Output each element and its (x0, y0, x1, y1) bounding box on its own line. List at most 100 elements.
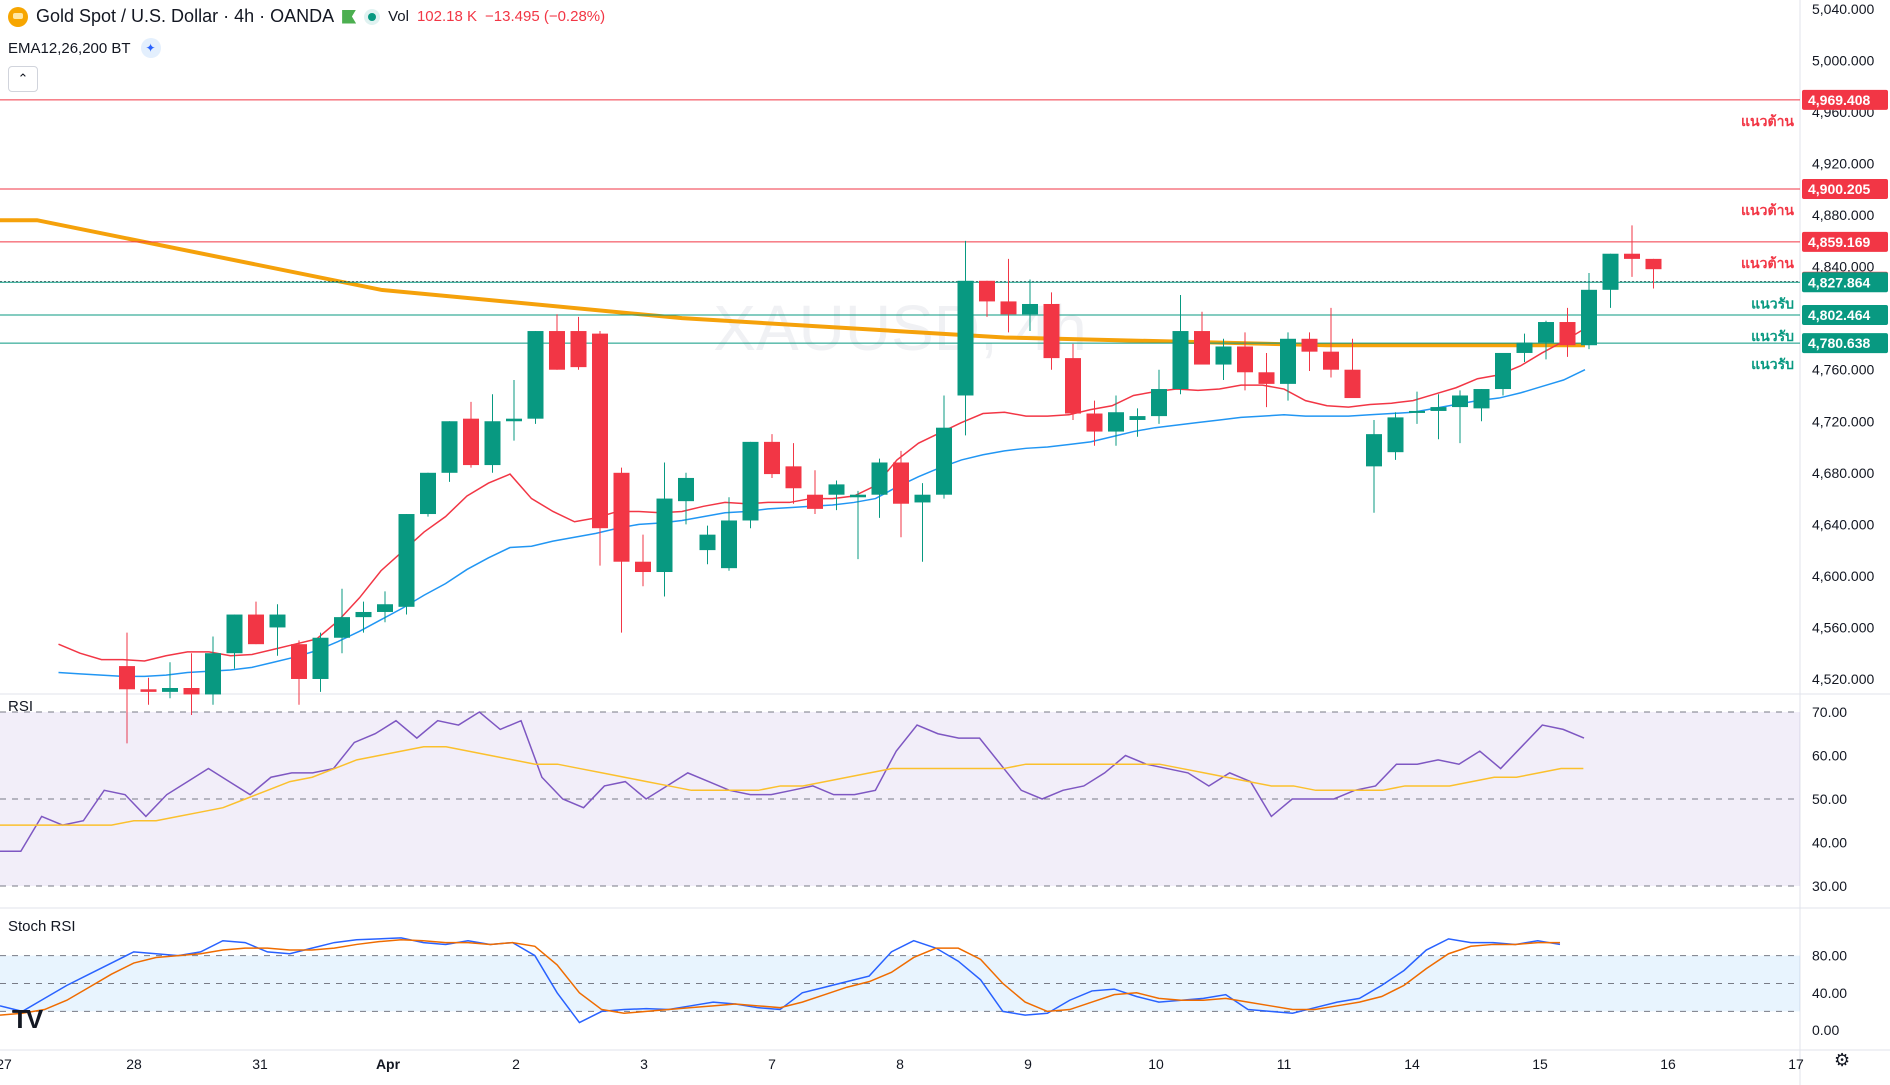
candle-body (592, 333, 608, 529)
candle-body (463, 418, 479, 466)
symbol-title[interactable]: Gold Spot / U.S. Dollar · 4h · OANDA (36, 6, 335, 26)
candle-body (656, 498, 673, 573)
candle-body (1108, 412, 1124, 432)
rsi-tick-label: 50.00 (1812, 791, 1847, 807)
time-tick-label: 17 (1788, 1056, 1804, 1072)
time-tick-label: 8 (896, 1056, 904, 1072)
candle-body (678, 477, 694, 502)
market-status-icon (364, 8, 381, 25)
stoch-tick-label: 80.00 (1812, 948, 1847, 964)
stoch-d-line (0, 939, 1560, 1016)
candle-body (119, 666, 135, 690)
level-tag-label: แนวต้าน (1741, 202, 1794, 218)
candle-body (377, 604, 393, 612)
level-tag-label: แนวต้าน (1741, 113, 1794, 129)
candle-body (549, 331, 565, 370)
candle-body (742, 441, 759, 521)
time-tick-label: 7 (768, 1056, 776, 1072)
indicator-settings-icon[interactable]: ✦ (140, 38, 161, 58)
candle-body (398, 514, 415, 607)
indicator-legend[interactable]: EMA12,26,200 BT ✦ (8, 38, 161, 58)
rsi-ma-line (0, 746, 1584, 826)
candle-body (1065, 358, 1081, 414)
candle-body (291, 644, 307, 679)
settings-gear-icon[interactable]: ⚙ (1834, 1050, 1851, 1070)
level-price-badge (1802, 179, 1888, 200)
candle-body (183, 688, 200, 695)
stoch-tick-label: 40.00 (1812, 985, 1847, 1001)
candle-body (248, 614, 264, 645)
price-tick-label: 4,560.000 (1812, 619, 1874, 635)
candle-body (162, 688, 178, 692)
time-tick-label: 10 (1148, 1056, 1164, 1072)
level-price-label: 4,900.205 (1808, 181, 1870, 197)
candle-body (1237, 346, 1253, 373)
candle-body (527, 331, 544, 419)
candle-body (420, 472, 436, 515)
level-tag-label: แนวรับ (1751, 328, 1794, 344)
price-change: −13.495 (−0.28%) (485, 8, 606, 25)
time-tick-label: 16 (1660, 1056, 1676, 1072)
stoch-tick-label: 0.00 (1812, 1022, 1839, 1038)
candle-body (979, 280, 995, 302)
candle-body (1043, 303, 1060, 359)
collapse-legend-button[interactable]: ⌃ (8, 66, 38, 92)
time-tick-label: 14 (1404, 1056, 1420, 1072)
candle-body (1151, 389, 1167, 417)
candle-body (1645, 258, 1662, 270)
candle-body (785, 466, 802, 489)
candle-body (1581, 289, 1597, 346)
level-price-badge (1802, 272, 1888, 293)
candle-body (1495, 352, 1511, 390)
candle-body (807, 494, 823, 509)
candle-body (1538, 322, 1554, 343)
candle-body (1366, 434, 1382, 467)
candle-body (936, 427, 952, 495)
candle-body (355, 611, 372, 618)
stoch-pane-label: Stoch RSI (8, 918, 76, 935)
candle-body (957, 280, 974, 396)
candle-body (721, 520, 737, 569)
candle-body (635, 561, 651, 573)
candle-body (1086, 413, 1103, 432)
time-tick-label: Apr (376, 1056, 401, 1072)
price-tick-label: 4,520.000 (1812, 671, 1874, 687)
price-tick-label: 4,640.000 (1812, 516, 1874, 532)
indicator-name[interactable]: EMA12,26,200 BT (8, 39, 131, 57)
gold-coin-icon (8, 6, 28, 27)
level-price-badge (1802, 89, 1888, 110)
candle-body (893, 462, 909, 504)
time-tick-label: 15 (1532, 1056, 1548, 1072)
candle-body (699, 534, 716, 551)
candle-body (1387, 417, 1404, 453)
market-flag-icon (342, 9, 357, 24)
time-tick-label: 28 (126, 1056, 142, 1072)
candle-body (506, 418, 522, 422)
candle-body (441, 421, 458, 473)
level-price-badge (1802, 231, 1888, 252)
tradingview-logo[interactable]: TV (12, 1004, 43, 1034)
candle-body (871, 462, 888, 495)
candle-body (1301, 338, 1318, 352)
level-price-label: 4,827.864 (1808, 274, 1870, 290)
rsi-tick-label: 70.00 (1812, 704, 1847, 720)
price-tick-label: 4,680.000 (1812, 465, 1874, 481)
ema200-line (0, 218, 1585, 348)
candle-body (1172, 331, 1189, 390)
chevron-up-icon: ⌃ (17, 71, 29, 86)
price-tick-label: 4,880.000 (1812, 207, 1874, 223)
candle-body (1280, 338, 1296, 384)
time-tick-label: 27 (0, 1056, 12, 1072)
price-tick-label: 4,920.000 (1812, 156, 1874, 172)
level-tag-label: แนวต้าน (1741, 255, 1794, 271)
candle-body (1624, 253, 1640, 259)
level-price-label: 4,780.638 (1808, 335, 1870, 351)
candle-body (613, 472, 630, 562)
candle-body (1559, 322, 1576, 346)
time-tick-label: 31 (252, 1056, 268, 1072)
candle-body (1022, 303, 1038, 315)
candle-body (850, 494, 866, 498)
price-tick-label: 4,600.000 (1812, 568, 1874, 584)
rsi-line (0, 711, 1585, 852)
